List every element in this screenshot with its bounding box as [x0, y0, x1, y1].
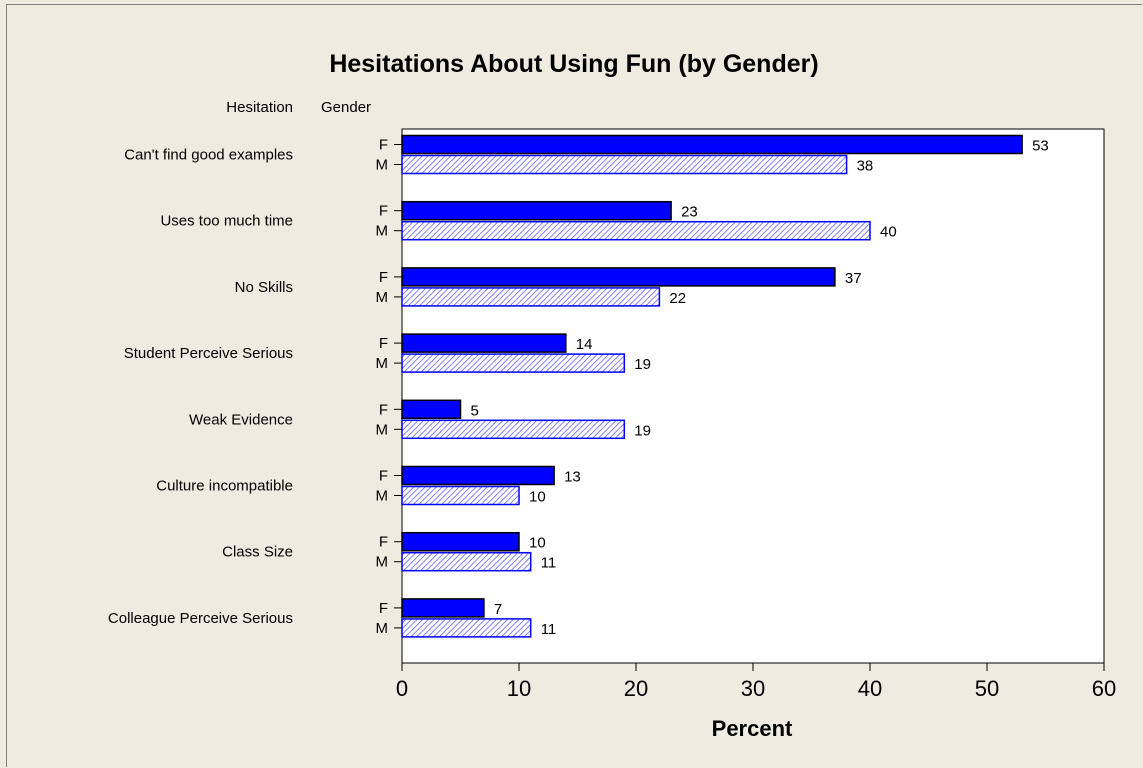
x-tick-label: 30 — [741, 676, 765, 701]
bar-f — [401, 267, 836, 287]
group-label: M — [376, 355, 389, 372]
category-label: Class Size — [222, 544, 293, 561]
x-tick-label: 50 — [975, 676, 999, 701]
data-label: 53 — [1032, 138, 1049, 155]
group-label: M — [376, 289, 389, 306]
group-label: F — [379, 335, 388, 352]
data-label: 19 — [634, 356, 651, 373]
bar-f — [401, 134, 1023, 155]
group-label: M — [376, 157, 389, 174]
data-label: 40 — [880, 224, 897, 241]
bar-f — [401, 399, 462, 420]
bar-m — [401, 485, 520, 506]
category-label: Can't find good examples — [124, 147, 293, 164]
group-label: M — [376, 223, 389, 240]
x-tick-label: 0 — [396, 676, 408, 701]
data-label: 38 — [857, 158, 874, 175]
bar-m — [401, 419, 626, 440]
data-label: 19 — [634, 422, 651, 439]
bars-layer: Can't find good examples F 53 M 38 Uses too m… — [108, 134, 1049, 638]
group-label: F — [379, 600, 388, 617]
data-label: 5 — [471, 402, 479, 419]
x-tick-label: 20 — [624, 676, 648, 701]
bar-chart: Hesitations About Using Fun (by Gender) … — [108, 50, 1116, 741]
group-label: M — [376, 554, 389, 571]
bar-m — [401, 551, 532, 572]
x-axis: 0 10 20 30 40 50 60 — [396, 663, 1116, 701]
x-tick-label: 10 — [507, 676, 531, 701]
bar-f — [401, 598, 485, 618]
category-header: Hesitation — [226, 99, 293, 116]
bar-m — [401, 618, 532, 638]
data-label: 23 — [681, 204, 698, 221]
data-label: 37 — [845, 270, 862, 287]
x-axis-label: Percent — [712, 716, 793, 741]
bar-f — [401, 333, 567, 353]
group-label: F — [379, 534, 388, 551]
category-label: Weak Evidence — [189, 411, 293, 428]
bar-f — [401, 200, 672, 221]
bar-m — [401, 220, 871, 241]
chart-title: Hesitations About Using Fun (by Gender) — [329, 50, 818, 78]
data-label: 11 — [541, 555, 557, 572]
data-label: 7 — [494, 601, 502, 618]
group-label: F — [379, 269, 388, 286]
group-header: Gender — [321, 99, 371, 116]
category-label: Uses too much time — [160, 213, 293, 230]
category-label: Student Perceive Serious — [124, 345, 293, 362]
bar-f — [401, 465, 555, 486]
x-tick-label: 60 — [1092, 676, 1116, 701]
group-label: M — [376, 620, 389, 637]
group-label: M — [376, 421, 389, 438]
data-label: 22 — [669, 290, 686, 307]
group-label: F — [379, 203, 388, 220]
group-label: M — [376, 488, 389, 505]
group-label: F — [379, 401, 388, 418]
group-label: F — [379, 137, 388, 154]
bar-m — [401, 287, 661, 307]
category-label: Colleague Perceive Serious — [108, 610, 293, 627]
group-label: F — [379, 468, 388, 485]
chart-frame: Hesitations About Using Fun (by Gender) … — [6, 4, 1142, 767]
data-label: 10 — [529, 489, 546, 506]
data-label: 14 — [576, 336, 593, 353]
data-label: 13 — [564, 469, 581, 486]
x-tick-label: 40 — [858, 676, 882, 701]
bar-m — [401, 154, 848, 175]
category-label: Culture incompatible — [156, 478, 293, 495]
bar-m — [401, 353, 626, 373]
bar-f — [401, 531, 520, 552]
data-label: 10 — [529, 535, 546, 552]
category-label: No Skills — [235, 279, 293, 296]
data-label: 11 — [541, 621, 557, 638]
